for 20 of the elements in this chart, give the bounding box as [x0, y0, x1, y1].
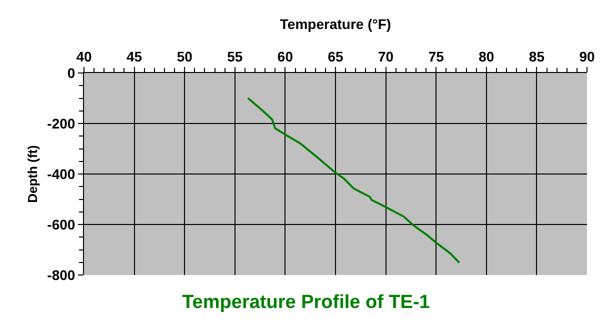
x-axis-title: Temperature (°F): [280, 16, 392, 32]
x-tick-label: 60: [277, 48, 294, 64]
y-axis-title: Depth (ft): [25, 145, 40, 203]
x-tick-label: 65: [328, 48, 344, 64]
x-tick-label: 50: [176, 48, 193, 64]
y-tick-label: -200: [47, 115, 76, 132]
y-tick-label: 0: [67, 64, 76, 81]
x-tick-label: 45: [126, 48, 142, 64]
x-tick-label: 40: [76, 48, 92, 64]
x-tick-label: 75: [428, 48, 444, 64]
x-tick-label: 80: [478, 48, 494, 64]
line-series: [246, 97, 460, 264]
x-tick-label: 55: [227, 48, 243, 64]
y-tick-label: -400: [47, 166, 76, 182]
text: Temperature Profile of TE-1: [182, 292, 430, 314]
x-tick-label: 90: [579, 48, 595, 64]
y-tick-label: -600: [47, 216, 76, 232]
x-tick-label: 70: [378, 48, 394, 64]
x-tick-label: 85: [528, 48, 545, 64]
y-tick-label: -800: [47, 266, 76, 283]
